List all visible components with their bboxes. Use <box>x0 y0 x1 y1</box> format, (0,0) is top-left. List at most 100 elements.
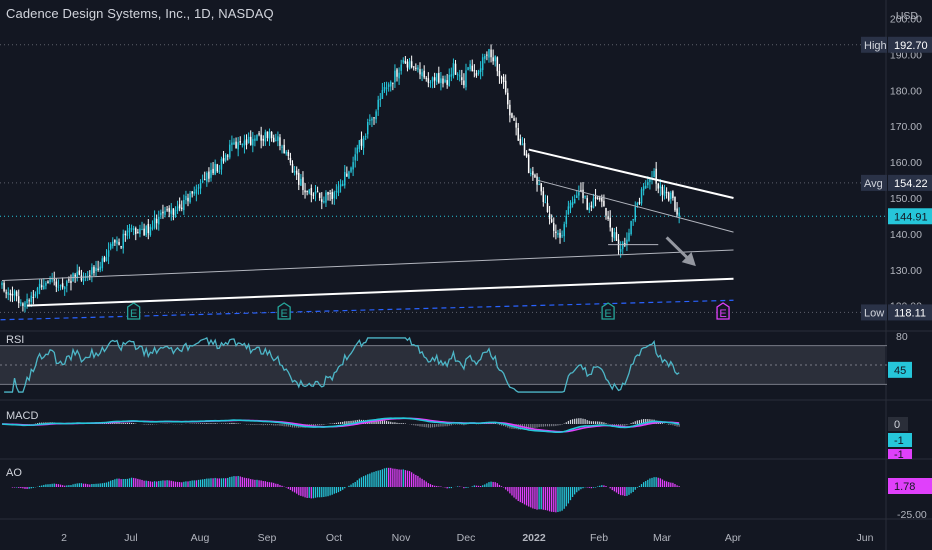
candle <box>306 190 308 196</box>
candle <box>348 170 350 179</box>
earnings-marker-letter: E <box>130 308 137 320</box>
candle-body <box>364 136 367 138</box>
candle <box>218 165 221 174</box>
candle-body <box>463 80 465 86</box>
candle <box>206 171 208 187</box>
candle-body <box>76 271 78 279</box>
candle-body <box>151 227 154 229</box>
earnings-marker[interactable]: E <box>716 302 730 320</box>
candle-body <box>208 171 210 179</box>
time-axis-label: 2022 <box>522 532 546 544</box>
candle <box>423 65 425 80</box>
candle-body <box>559 232 561 238</box>
candle <box>350 166 352 174</box>
candle-body <box>57 286 60 288</box>
earnings-marker[interactable]: E <box>127 302 141 320</box>
candle-body <box>454 63 457 75</box>
price-axis-tick: 200.00 <box>890 14 922 26</box>
candle-body <box>59 285 62 287</box>
candle-body <box>89 275 91 277</box>
candle <box>24 300 26 313</box>
candle-body <box>594 196 597 199</box>
candle-body <box>139 228 141 234</box>
last-price-tag: 144.91 <box>894 211 928 223</box>
candle-body <box>333 192 336 199</box>
rsi-line <box>4 336 680 393</box>
candle-body <box>254 138 256 141</box>
candle <box>571 196 574 208</box>
candle-body <box>318 192 321 198</box>
candle <box>135 226 137 241</box>
candle <box>13 289 16 302</box>
candle-body <box>235 141 237 149</box>
candle-body <box>145 226 147 236</box>
candle-body <box>607 216 609 220</box>
candle <box>486 51 488 61</box>
candle-body <box>91 267 93 275</box>
candle <box>295 166 298 180</box>
high-tag-label-bg <box>861 36 887 53</box>
candle-body <box>329 192 331 194</box>
candle-body <box>222 158 225 162</box>
candle <box>208 167 210 183</box>
candle <box>160 209 162 220</box>
candle-body <box>107 250 110 257</box>
candle-body <box>406 61 409 68</box>
candle <box>523 138 526 156</box>
candle <box>141 221 143 231</box>
candle-body <box>176 206 179 211</box>
earnings-marker[interactable]: E <box>601 302 615 320</box>
lower-trendline-thick <box>27 277 734 307</box>
candle <box>364 133 367 141</box>
candle <box>655 161 657 191</box>
candle <box>544 194 547 204</box>
candle-body <box>571 202 574 205</box>
candle <box>126 225 129 240</box>
candle <box>237 137 239 157</box>
candle <box>456 72 459 81</box>
candle-body <box>657 183 660 189</box>
candle-body <box>118 242 120 245</box>
candle-body <box>293 171 296 173</box>
candle <box>66 279 68 293</box>
candle <box>17 289 20 308</box>
candle <box>400 59 402 75</box>
earnings-marker[interactable]: E <box>277 302 291 320</box>
candle-body <box>358 140 361 149</box>
candle <box>603 194 605 207</box>
candle-body <box>298 172 300 185</box>
macd-signal-tag: -1 <box>894 449 904 461</box>
candle <box>412 66 415 71</box>
candle <box>469 60 471 72</box>
candle-body <box>103 257 106 262</box>
candle <box>89 270 91 281</box>
candle <box>151 220 154 231</box>
candle <box>471 59 473 72</box>
candle <box>624 237 626 248</box>
candle <box>318 192 321 201</box>
candle <box>609 210 611 232</box>
candle <box>565 210 568 228</box>
candle <box>252 131 254 153</box>
candle <box>371 116 373 128</box>
candle <box>509 99 511 123</box>
candle-body <box>109 244 112 249</box>
candle-body <box>442 78 444 84</box>
candle <box>444 75 446 84</box>
candle-body <box>13 290 16 296</box>
candle-body <box>619 248 622 252</box>
candle-body <box>346 173 348 177</box>
candle-body <box>609 217 611 228</box>
candle <box>515 117 517 136</box>
candle <box>86 270 89 281</box>
candle-body <box>300 178 302 186</box>
candle <box>341 180 344 187</box>
candle-body <box>141 229 143 231</box>
candle-body <box>605 207 607 216</box>
candle-body <box>1 282 3 286</box>
candle-body <box>120 246 122 248</box>
time-axis-label: Nov <box>392 532 411 544</box>
candle-body <box>174 209 177 217</box>
candle-body <box>224 154 227 161</box>
